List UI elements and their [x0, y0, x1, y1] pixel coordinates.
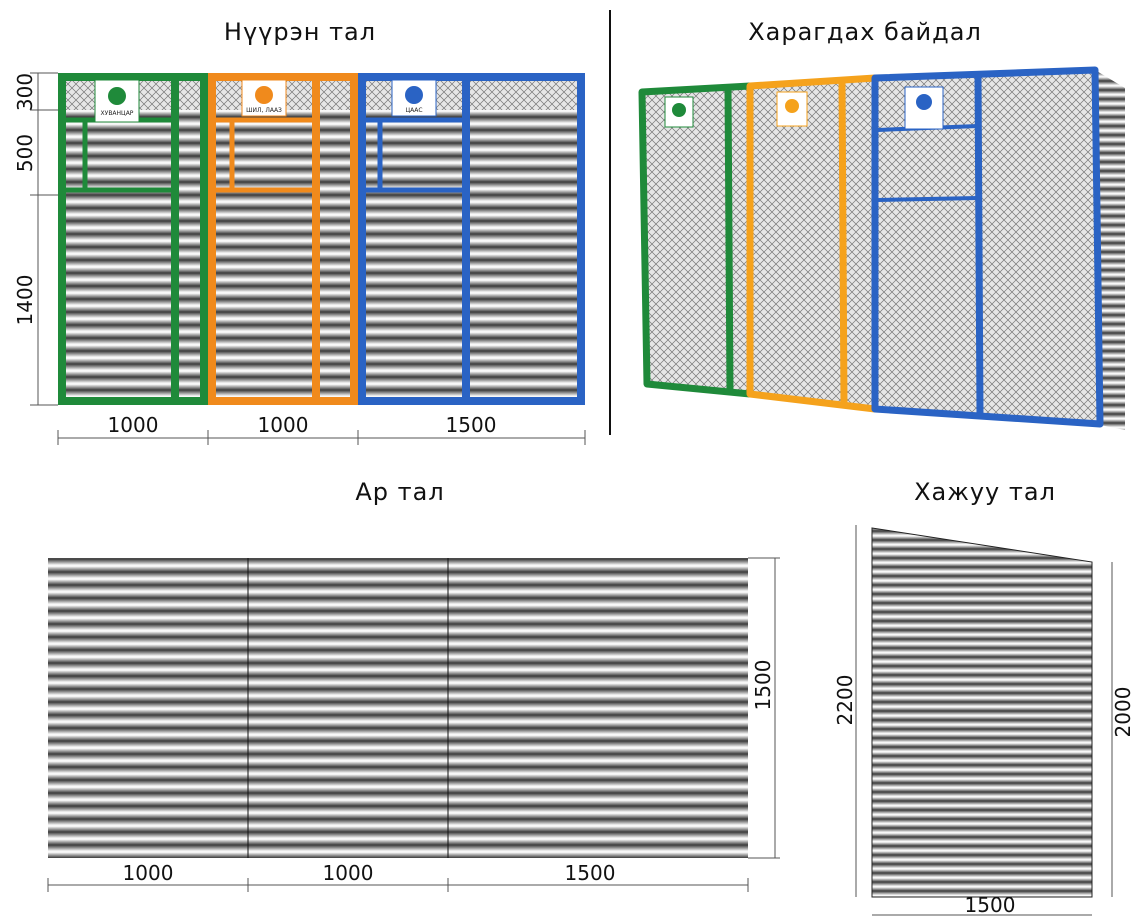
dimension: 1000	[108, 413, 159, 437]
sign: ШИЛ, ЛААЗ	[241, 79, 287, 117]
sign-label: ЦААС	[405, 107, 422, 114]
dimension: 2200	[833, 675, 857, 726]
dimension: 1000	[258, 413, 309, 437]
dimension: 1500	[565, 861, 616, 885]
dimension-lines	[30, 72, 586, 445]
dimension: 1000	[123, 861, 174, 885]
title: Нүүрэн тал	[224, 18, 376, 46]
back-view: 1500 1000 1000 1500	[47, 557, 780, 892]
perspective-view	[638, 66, 1125, 430]
sign-label: ХУВАНЦАР	[101, 110, 134, 117]
title: Хажуу тал	[914, 478, 1056, 506]
side-view: 2200 2000 1500	[833, 525, 1135, 917]
sign: ЦААС	[391, 79, 437, 117]
dimension: 1000	[323, 861, 374, 885]
dimension: 1500	[751, 660, 775, 711]
dimension: 1500	[965, 893, 1016, 917]
sign-label: ШИЛ, ЛААЗ	[246, 107, 282, 114]
dimension: 2000	[1111, 687, 1135, 738]
front-view: ХУВАНЦАР ШИЛ, ЛААЗ ЦААС 300 500 1400 100…	[13, 72, 586, 445]
title: Харагдах байдал	[748, 18, 982, 46]
title: Ар тал	[355, 478, 444, 506]
dimension: 500	[13, 134, 37, 172]
dimension: 300	[13, 73, 37, 111]
dimension: 1500	[446, 413, 497, 437]
sign: ХУВАНЦАР	[94, 79, 140, 123]
dimension: 1400	[13, 275, 37, 326]
